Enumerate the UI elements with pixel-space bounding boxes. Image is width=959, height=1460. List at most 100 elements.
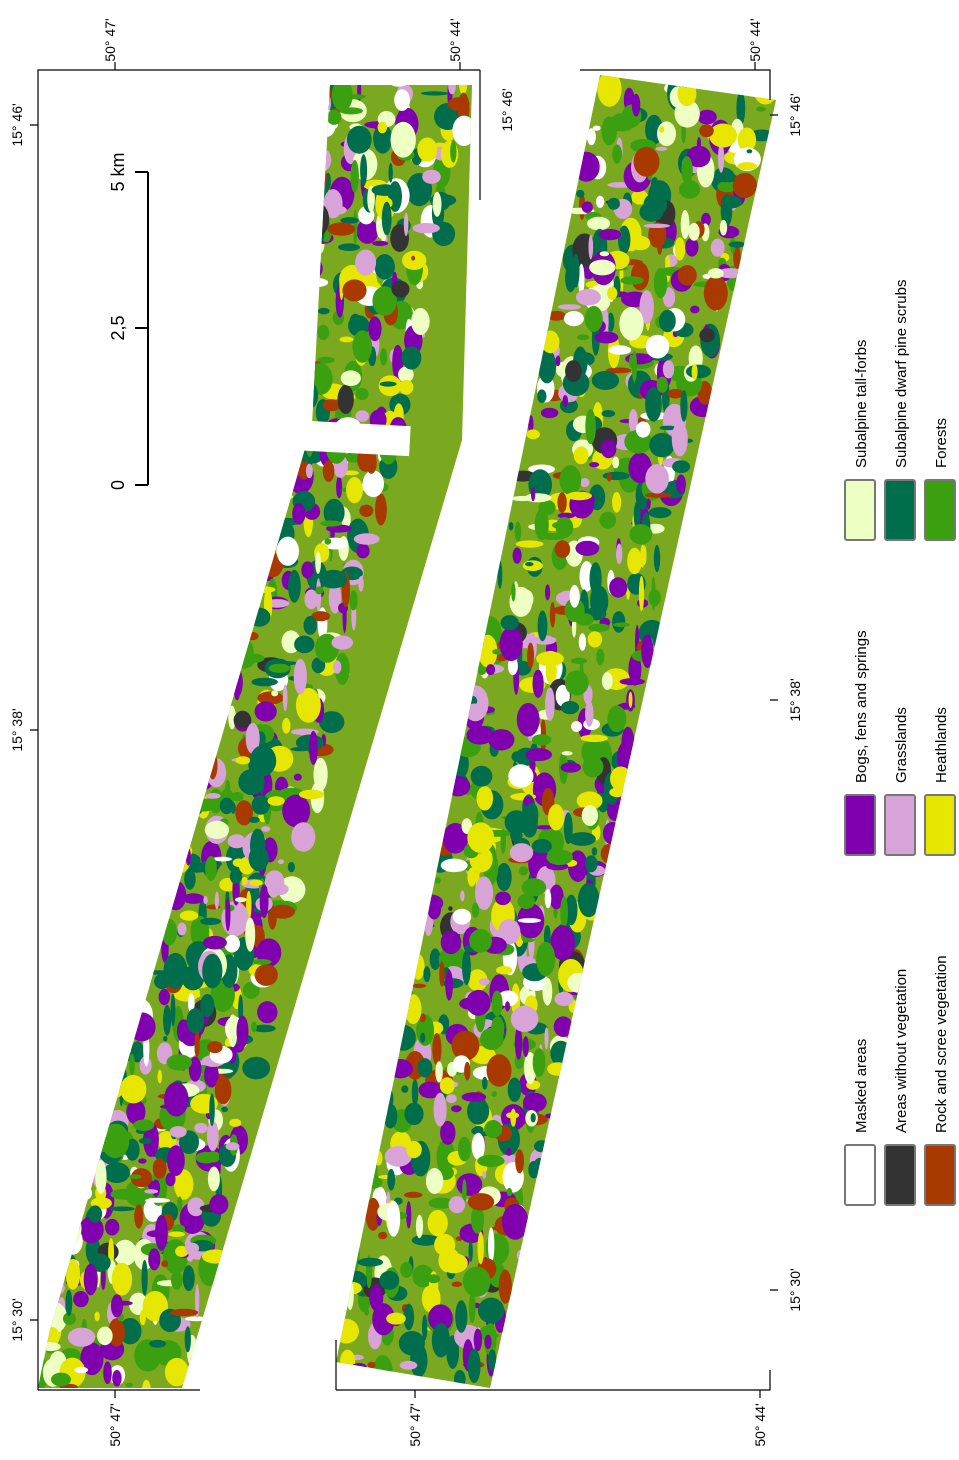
vegetation-patch bbox=[135, 977, 146, 996]
vegetation-patch bbox=[120, 1075, 146, 1103]
legend-swatch bbox=[925, 1145, 955, 1205]
vegetation-patch bbox=[654, 268, 668, 298]
vegetation-patch bbox=[501, 829, 506, 854]
vegetation-patch bbox=[711, 239, 725, 257]
vegetation-patch bbox=[432, 1323, 450, 1357]
vegetation-patch bbox=[103, 1361, 112, 1384]
vegetation-patch bbox=[709, 124, 737, 148]
vegetation-patch bbox=[469, 929, 492, 953]
vegetation-patch bbox=[157, 849, 176, 860]
vegetation-patch bbox=[303, 383, 318, 408]
vegetation-patch bbox=[678, 265, 697, 285]
vegetation-patch bbox=[453, 909, 471, 925]
vegetation-patch bbox=[441, 931, 462, 955]
vegetation-patch bbox=[94, 1312, 99, 1322]
vegetation-patch bbox=[659, 310, 676, 332]
vegetation-patch bbox=[354, 533, 380, 544]
vegetation-patch bbox=[434, 1234, 455, 1256]
vegetation-patch bbox=[585, 409, 596, 444]
vegetation-patch bbox=[375, 254, 395, 280]
vegetation-patch bbox=[368, 1362, 376, 1368]
vegetation-patch bbox=[644, 193, 668, 216]
vegetation-patch bbox=[155, 1215, 168, 1251]
vegetation-patch bbox=[582, 201, 593, 213]
vegetation-patch bbox=[446, 1094, 457, 1103]
vegetation-patch bbox=[270, 344, 298, 374]
vegetation-patch bbox=[685, 238, 698, 257]
vegetation-patch bbox=[417, 1058, 432, 1077]
vegetation-patch bbox=[380, 348, 387, 366]
vegetation-patch bbox=[496, 863, 511, 891]
vegetation-patch bbox=[227, 596, 237, 623]
vegetation-patch bbox=[467, 868, 476, 887]
vegetation-patch bbox=[428, 1210, 448, 1236]
vegetation-patch bbox=[620, 678, 645, 685]
vegetation-patch bbox=[302, 278, 328, 288]
vegetation-patch bbox=[657, 377, 668, 393]
vegetation-patch bbox=[224, 586, 241, 601]
vegetation-patch bbox=[189, 689, 199, 714]
vegetation-patch bbox=[657, 241, 662, 255]
vegetation-patch bbox=[594, 332, 618, 344]
vegetation-patch bbox=[676, 475, 686, 494]
lat-label: 50° 44' bbox=[447, 18, 463, 61]
vegetation-patch bbox=[256, 352, 269, 378]
vegetation-patch bbox=[247, 526, 256, 558]
vegetation-patch bbox=[228, 1014, 237, 1047]
vegetation-patch bbox=[236, 575, 253, 602]
vegetation-patch bbox=[230, 579, 258, 595]
vegetation-patch bbox=[487, 1054, 512, 1087]
vegetation-patch bbox=[244, 654, 265, 663]
vegetation-patch bbox=[220, 602, 225, 624]
vegetation-patch bbox=[383, 1088, 393, 1112]
vegetation-patch bbox=[40, 1342, 60, 1351]
vegetation-patch bbox=[324, 538, 331, 545]
vegetation-patch bbox=[317, 357, 334, 364]
vegetation-patch bbox=[440, 1253, 468, 1273]
vegetation-patch bbox=[556, 356, 561, 367]
vegetation-patch bbox=[516, 540, 544, 547]
vegetation-patch bbox=[704, 276, 728, 311]
vegetation-patch bbox=[386, 1313, 406, 1325]
vegetation-patch bbox=[413, 223, 440, 233]
vegetation-patch bbox=[167, 1054, 192, 1070]
vegetation-patch bbox=[259, 388, 280, 410]
vegetation-patch bbox=[412, 1079, 418, 1106]
vegetation-patch bbox=[554, 1016, 573, 1037]
vegetation-patch bbox=[639, 576, 644, 612]
vegetation-patch bbox=[540, 533, 565, 540]
vegetation-patch bbox=[613, 623, 630, 628]
vegetation-patch bbox=[225, 898, 230, 931]
vegetation-patch bbox=[163, 1036, 167, 1041]
vegetation-patch bbox=[589, 462, 599, 467]
vegetation-patch bbox=[327, 110, 342, 125]
vegetation-patch bbox=[621, 727, 634, 760]
lon-label: 15° 46' bbox=[787, 93, 803, 136]
legend-label: Grasslands bbox=[893, 707, 910, 783]
vegetation-patch bbox=[509, 522, 514, 531]
vegetation-patch bbox=[581, 735, 608, 742]
vegetation-patch bbox=[474, 1328, 482, 1351]
vegetation-patch bbox=[297, 223, 301, 244]
vegetation-patch bbox=[66, 1259, 80, 1290]
vegetation-patch bbox=[142, 1260, 148, 1296]
vegetation-patch bbox=[457, 1173, 483, 1196]
vegetation-patch bbox=[608, 198, 620, 210]
vegetation-patch bbox=[571, 721, 582, 732]
lon-label: 15° 46' bbox=[499, 88, 515, 131]
vegetation-patch bbox=[270, 392, 280, 423]
vegetation-patch bbox=[445, 970, 453, 1001]
vegetation-patch bbox=[244, 554, 248, 559]
vegetation-patch bbox=[195, 746, 206, 762]
vegetation-patch bbox=[477, 1155, 504, 1167]
vegetation-patch bbox=[218, 677, 233, 711]
vegetation-patch bbox=[601, 844, 617, 863]
vegetation-patch bbox=[576, 613, 594, 626]
vegetation-patch bbox=[338, 243, 360, 251]
vegetation-patch bbox=[346, 477, 363, 503]
vegetation-patch bbox=[315, 552, 321, 574]
vegetation-patch bbox=[417, 138, 437, 162]
vegetation-patch bbox=[375, 494, 387, 526]
vegetation-patch bbox=[97, 1124, 107, 1137]
vegetation-patch bbox=[206, 1151, 220, 1162]
